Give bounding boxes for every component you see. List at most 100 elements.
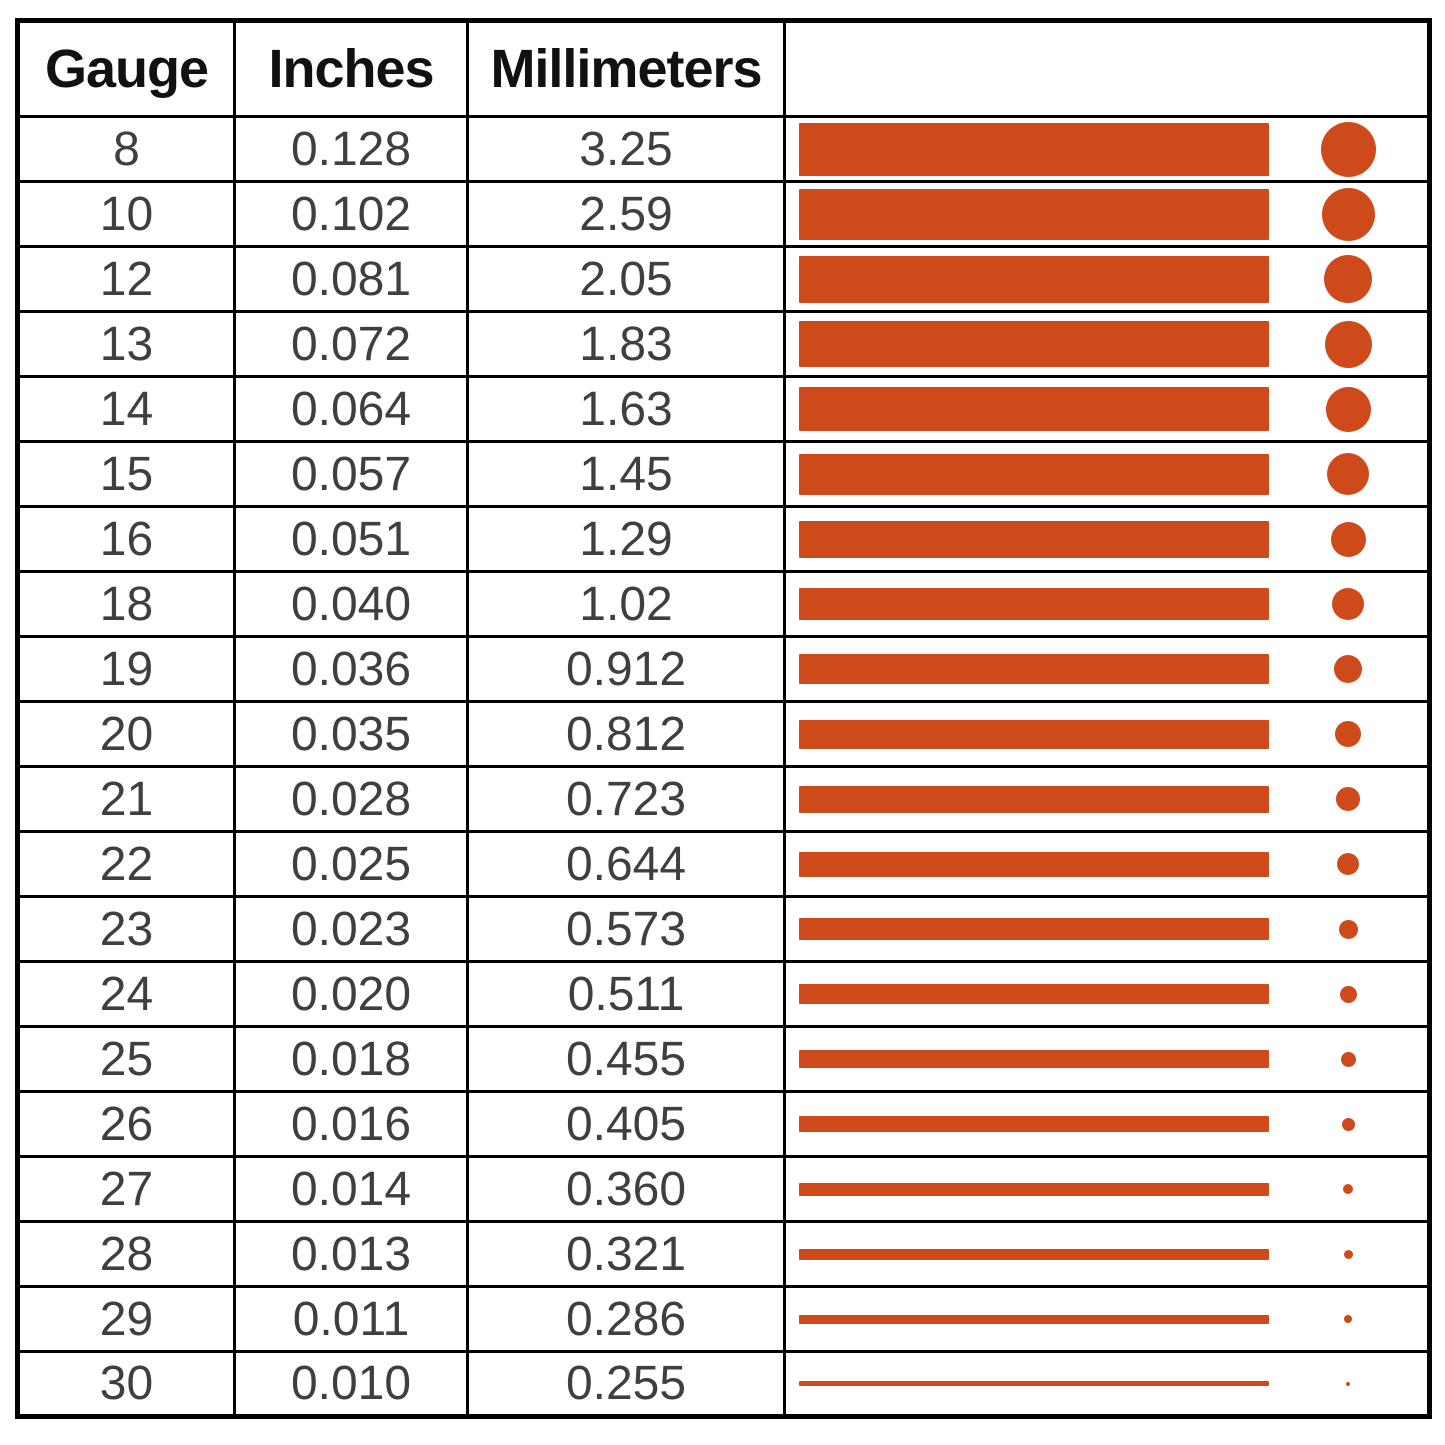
- inches-cell: 0.081: [233, 245, 469, 313]
- wire-size-visual: [788, 918, 1427, 940]
- wire-thickness-bar: [799, 255, 1269, 303]
- wire-thickness-bar: [799, 1248, 1269, 1260]
- millimeters-cell: 0.912: [466, 635, 786, 703]
- table-row: 12 0.081 2.05: [16, 245, 1431, 313]
- table-row: 15 0.057 1.45: [16, 440, 1431, 508]
- gauge-cell: 10: [16, 180, 236, 248]
- gauge-cell: 25: [16, 1025, 236, 1093]
- wire-cross-section-dot: [1336, 787, 1360, 811]
- inches-cell: 0.035: [233, 700, 469, 768]
- gauge-cell: 26: [16, 1090, 236, 1158]
- wire-cross-section-dot: [1338, 919, 1358, 939]
- gauge-cell: 18: [16, 570, 236, 638]
- inches-cell: 0.128: [233, 115, 469, 183]
- millimeters-cell: 1.63: [466, 375, 786, 443]
- wire-thickness-bar: [799, 984, 1269, 1004]
- wire-thickness-bar: [799, 188, 1269, 240]
- millimeters-cell: 0.644: [466, 830, 786, 898]
- wire-size-visual: [788, 187, 1427, 241]
- millimeters-cell: 1.83: [466, 310, 786, 378]
- wire-thickness-bar: [799, 387, 1269, 431]
- millimeters-cell: 0.723: [466, 765, 786, 833]
- visual-cell: [783, 115, 1431, 183]
- inches-cell: 0.036: [233, 635, 469, 703]
- wire-cross-section-dot: [1320, 121, 1376, 177]
- inches-cell: 0.010: [233, 1350, 469, 1418]
- dot-slot: [1269, 1249, 1427, 1259]
- inches-cell: 0.028: [233, 765, 469, 833]
- wire-cross-section-dot: [1324, 320, 1372, 368]
- wire-cross-section-dot: [1335, 721, 1361, 747]
- table-row: 16 0.051 1.29: [16, 505, 1431, 573]
- table-row: 24 0.020 0.511: [16, 960, 1431, 1028]
- dot-slot: [1269, 655, 1427, 683]
- table-row: 13 0.072 1.83: [16, 310, 1431, 378]
- wire-thickness-bar: [799, 851, 1269, 877]
- header-inches: Inches: [233, 19, 469, 118]
- inches-cell: 0.057: [233, 440, 469, 508]
- dot-slot: [1269, 1051, 1427, 1067]
- millimeters-cell: 0.360: [466, 1155, 786, 1223]
- visual-cell: [783, 635, 1431, 703]
- millimeters-cell: 0.455: [466, 1025, 786, 1093]
- gauge-cell: 21: [16, 765, 236, 833]
- wire-thickness-bar: [799, 1050, 1269, 1068]
- table-row: 30 0.010 0.255: [16, 1350, 1431, 1418]
- wire-cross-section-dot: [1337, 853, 1359, 875]
- visual-cell: [783, 1285, 1431, 1353]
- wire-thickness-bar: [799, 588, 1269, 620]
- table-row: 19 0.036 0.912: [16, 635, 1431, 703]
- wire-cross-section-dot: [1330, 521, 1366, 557]
- wire-size-visual: [788, 121, 1427, 177]
- wire-size-visual: [788, 984, 1427, 1004]
- wire-thickness-bar: [799, 1381, 1269, 1386]
- wire-size-visual: [788, 1314, 1427, 1324]
- wire-size-visual: [788, 386, 1427, 432]
- inches-cell: 0.040: [233, 570, 469, 638]
- visual-cell: [783, 505, 1431, 573]
- table-row: 22 0.025 0.644: [16, 830, 1431, 898]
- wire-cross-section-dot: [1339, 985, 1357, 1003]
- millimeters-cell: 0.286: [466, 1285, 786, 1353]
- wire-size-visual: [788, 654, 1427, 684]
- gauge-cell: 29: [16, 1285, 236, 1353]
- wire-size-visual: [788, 520, 1427, 558]
- table-row: 18 0.040 1.02: [16, 570, 1431, 638]
- inches-cell: 0.016: [233, 1090, 469, 1158]
- wire-thickness-bar: [799, 785, 1269, 813]
- wire-size-visual: [788, 255, 1427, 303]
- dot-slot: [1269, 1184, 1427, 1194]
- wire-cross-section-dot: [1344, 1315, 1352, 1323]
- visual-cell: [783, 1025, 1431, 1093]
- wire-cross-section-dot: [1346, 1381, 1350, 1386]
- visual-cell: [783, 245, 1431, 313]
- gauge-cell: 22: [16, 830, 236, 898]
- millimeters-cell: 0.255: [466, 1350, 786, 1418]
- millimeters-cell: 1.45: [466, 440, 786, 508]
- dot-slot: [1269, 787, 1427, 811]
- dot-slot: [1269, 721, 1427, 747]
- gauge-cell: 20: [16, 700, 236, 768]
- millimeters-cell: 0.573: [466, 895, 786, 963]
- inches-cell: 0.102: [233, 180, 469, 248]
- millimeters-cell: 3.25: [466, 115, 786, 183]
- wire-gauge-table: Gauge Inches Millimeters 8 0.128 3.25 10 0.1…: [15, 18, 1432, 1419]
- wire-size-visual: [788, 1248, 1427, 1260]
- table-body: 8 0.128 3.25 10 0.102 2.59 12 0.081 2.05 13 0.072 1…: [16, 115, 1431, 1418]
- millimeters-cell: 2.05: [466, 245, 786, 313]
- dot-slot: [1269, 121, 1427, 177]
- dot-slot: [1269, 187, 1427, 241]
- wire-size-visual: [788, 1116, 1427, 1132]
- visual-cell: [783, 1090, 1431, 1158]
- wire-size-visual: [788, 1050, 1427, 1068]
- visual-cell: [783, 1350, 1431, 1418]
- dot-slot: [1269, 1315, 1427, 1323]
- inches-cell: 0.023: [233, 895, 469, 963]
- inches-cell: 0.064: [233, 375, 469, 443]
- millimeters-cell: 0.321: [466, 1220, 786, 1288]
- gauge-cell: 15: [16, 440, 236, 508]
- millimeters-cell: 0.812: [466, 700, 786, 768]
- table-row: 28 0.013 0.321: [16, 1220, 1431, 1288]
- visual-cell: [783, 310, 1431, 378]
- dot-slot: [1269, 853, 1427, 875]
